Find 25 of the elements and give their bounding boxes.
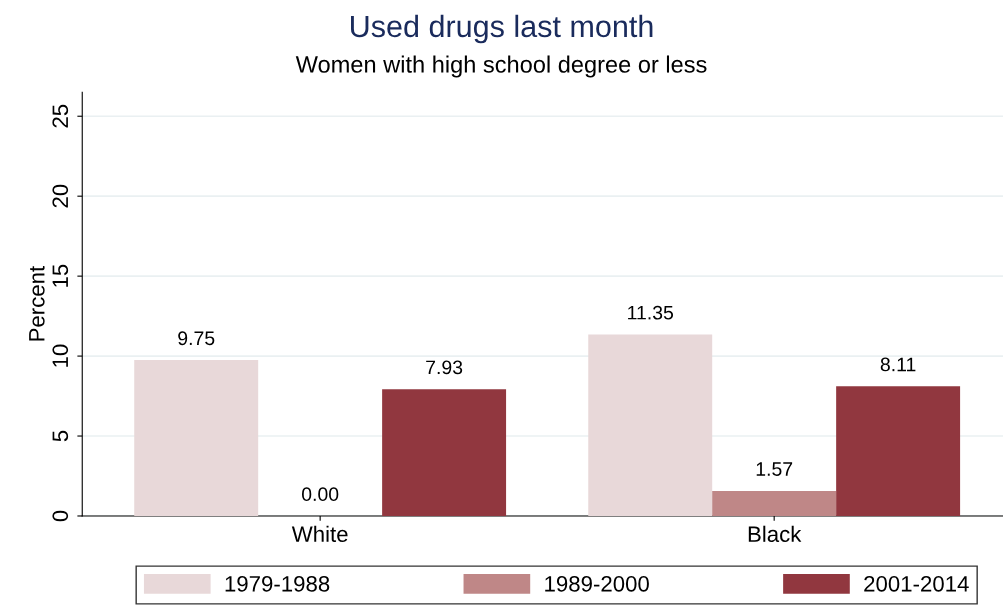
data-label: 1.57	[756, 462, 793, 476]
y-tick-label: 5	[52, 430, 69, 442]
chart-subtitle: Women with high school degree or less	[295, 55, 707, 78]
data-label: 0.00	[301, 487, 339, 502]
data-label: 8.11	[880, 357, 916, 372]
y-tick-label: 20	[52, 184, 69, 208]
data-label: 7.93	[426, 360, 463, 375]
x-tick-label: White	[291, 525, 348, 543]
y-tick-label: 0	[52, 510, 69, 522]
bar	[382, 389, 507, 516]
y-tick-label: 15	[52, 264, 69, 287]
y-tick-label: 25	[52, 104, 69, 128]
legend-label: 1989-2000	[545, 575, 649, 592]
data-label: 11.35	[628, 305, 674, 320]
bar	[712, 490, 837, 516]
bar	[588, 334, 713, 516]
legend-label: 2001-2014	[864, 575, 969, 592]
chart-title: Used drugs last month	[351, 14, 653, 44]
data-label: 9.75	[178, 331, 215, 346]
legend-label: 1979-1988	[225, 575, 330, 592]
x-tick-label: Black	[748, 525, 802, 543]
bar	[134, 360, 259, 516]
bar	[836, 386, 961, 516]
y-axis-title: Percent	[29, 265, 45, 341]
y-tick-label: 10	[52, 344, 69, 367]
